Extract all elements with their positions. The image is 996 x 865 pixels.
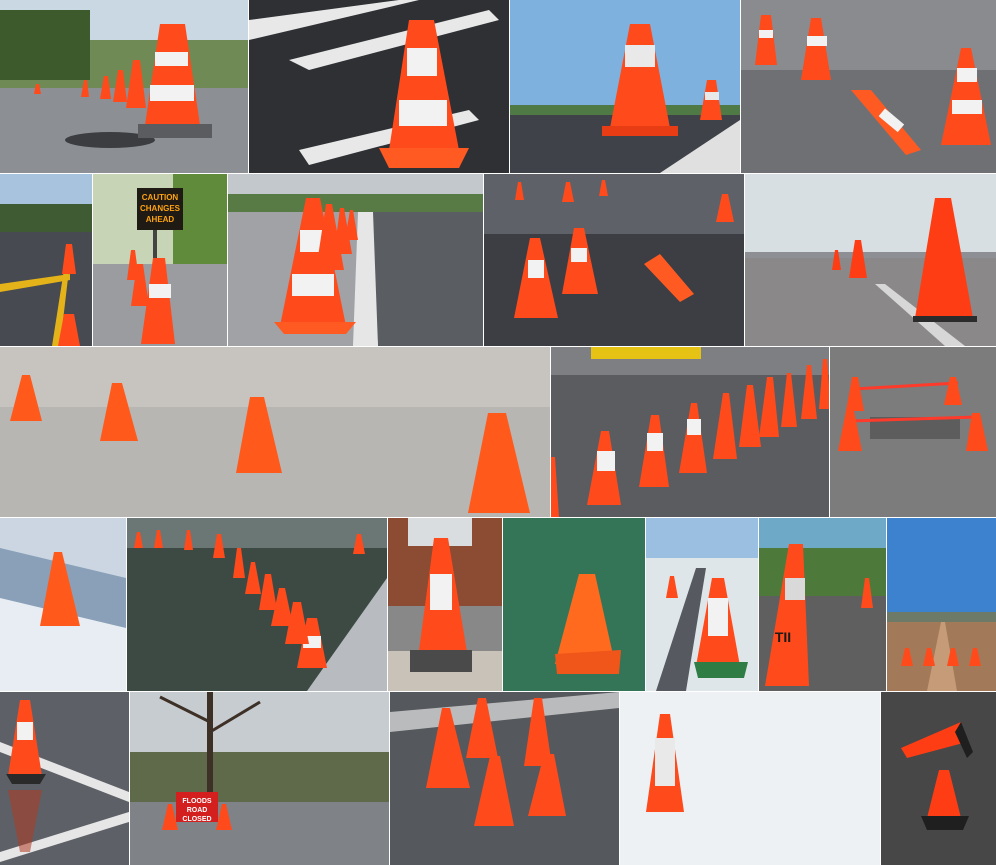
photo-cone-in-snow bbox=[0, 518, 126, 691]
photo-cone-on-striped-asphalt bbox=[249, 0, 509, 173]
photo-cone-in-deep-snow bbox=[620, 692, 880, 865]
cone-marking-text: TII bbox=[775, 629, 791, 645]
caution-sign-line-2: CHANGES bbox=[140, 204, 181, 213]
floods-sign-line-2: ROAD bbox=[187, 807, 208, 814]
caution-sign-line-3: AHEAD bbox=[146, 215, 175, 224]
photo-cones-along-street bbox=[0, 0, 248, 173]
photo-tipped-cones-on-asphalt bbox=[881, 692, 996, 865]
photo-knocked-over-cones bbox=[741, 0, 996, 173]
photo-cone-on-snowy-roadside bbox=[646, 518, 758, 691]
photo-floods-road-closed-sign: FLOODS ROAD CLOSED bbox=[130, 692, 389, 865]
photo-cones-on-dark-pavement bbox=[484, 174, 744, 346]
photo-cone-cluster-on-road bbox=[390, 692, 619, 865]
photo-cone-row-on-sidewalk bbox=[228, 174, 483, 346]
photo-cone-reflected-in-puddle bbox=[0, 692, 129, 865]
photo-cones-on-yellow-line-road bbox=[0, 174, 92, 346]
photo-cone-by-brick-house bbox=[388, 518, 502, 691]
photo-cones-on-airfield bbox=[745, 174, 996, 346]
photo-cones-on-concrete-plaza bbox=[0, 347, 550, 517]
photo-cones-with-barrier-tape bbox=[830, 347, 996, 517]
photo-cone-on-green-bricks bbox=[503, 518, 645, 691]
photo-cones-on-dirt-road bbox=[887, 518, 996, 691]
photo-cone-on-broken-road: TII bbox=[759, 518, 886, 691]
photo-cone-line-on-road bbox=[551, 347, 829, 517]
floods-sign-line-3: CLOSED bbox=[182, 816, 211, 823]
photo-cones-under-blue-sky bbox=[510, 0, 740, 173]
caution-sign-line-1: CAUTION bbox=[142, 193, 179, 202]
photo-cone-arc-on-wet-road bbox=[127, 518, 387, 691]
photo-caution-changes-ahead-sign: CAUTION CHANGES AHEAD bbox=[93, 174, 227, 346]
floods-sign-line-1: FLOODS bbox=[182, 798, 211, 805]
